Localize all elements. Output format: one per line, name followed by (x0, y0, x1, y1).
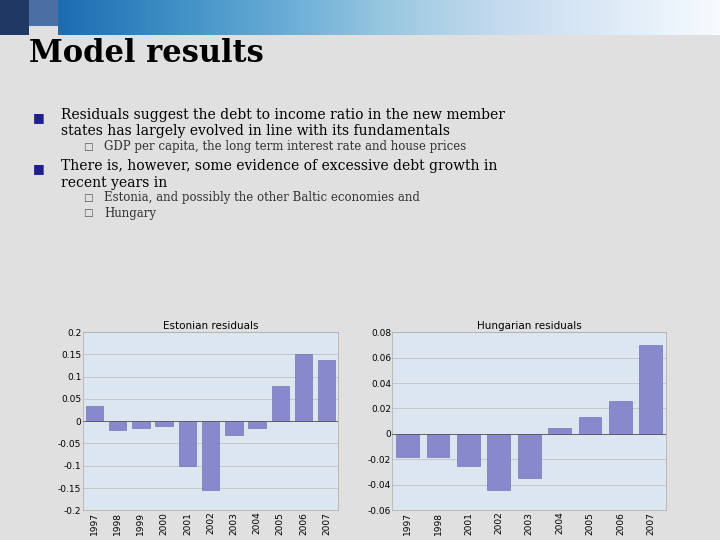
Bar (132, 421, 150, 428)
Bar (609, 401, 632, 434)
Text: Residuals suggest the debt to income ratio in the new member: Residuals suggest the debt to income rat… (61, 108, 505, 122)
Text: Estonia, and possibly the other Baltic economies and: Estonia, and possibly the other Baltic e… (104, 191, 420, 204)
Bar (225, 421, 243, 435)
Bar (579, 417, 601, 434)
Bar (518, 434, 541, 478)
Text: Hungary: Hungary (104, 207, 156, 220)
Text: □: □ (83, 193, 93, 203)
Title: Estonian residuals: Estonian residuals (163, 321, 258, 332)
Bar (271, 386, 289, 421)
Text: ■: ■ (32, 162, 44, 175)
Bar (457, 434, 480, 465)
Bar (318, 360, 336, 421)
Bar (548, 428, 571, 434)
Bar (0, 0, 29, 35)
Bar (156, 421, 173, 426)
Bar (426, 434, 449, 457)
Bar (202, 421, 220, 490)
Bar (109, 421, 127, 430)
Bar (179, 421, 196, 465)
Bar (248, 421, 266, 428)
Bar (639, 345, 662, 434)
Text: □: □ (83, 208, 93, 219)
Text: recent years in: recent years in (61, 176, 168, 190)
Text: states has largely evolved in line with its fundamentals: states has largely evolved in line with … (61, 124, 450, 138)
Title: Hungarian residuals: Hungarian residuals (477, 321, 582, 332)
Bar (294, 354, 312, 421)
Text: □: □ (83, 142, 93, 152)
Text: ■: ■ (32, 111, 44, 124)
Bar (396, 434, 419, 457)
Bar (86, 407, 103, 421)
Text: Model results: Model results (29, 38, 264, 69)
Text: There is, however, some evidence of excessive debt growth in: There is, however, some evidence of exce… (61, 159, 498, 173)
Bar (487, 434, 510, 490)
Text: GDP per capita, the long term interest rate and house prices: GDP per capita, the long term interest r… (104, 140, 467, 153)
Bar (29, 0, 58, 26)
